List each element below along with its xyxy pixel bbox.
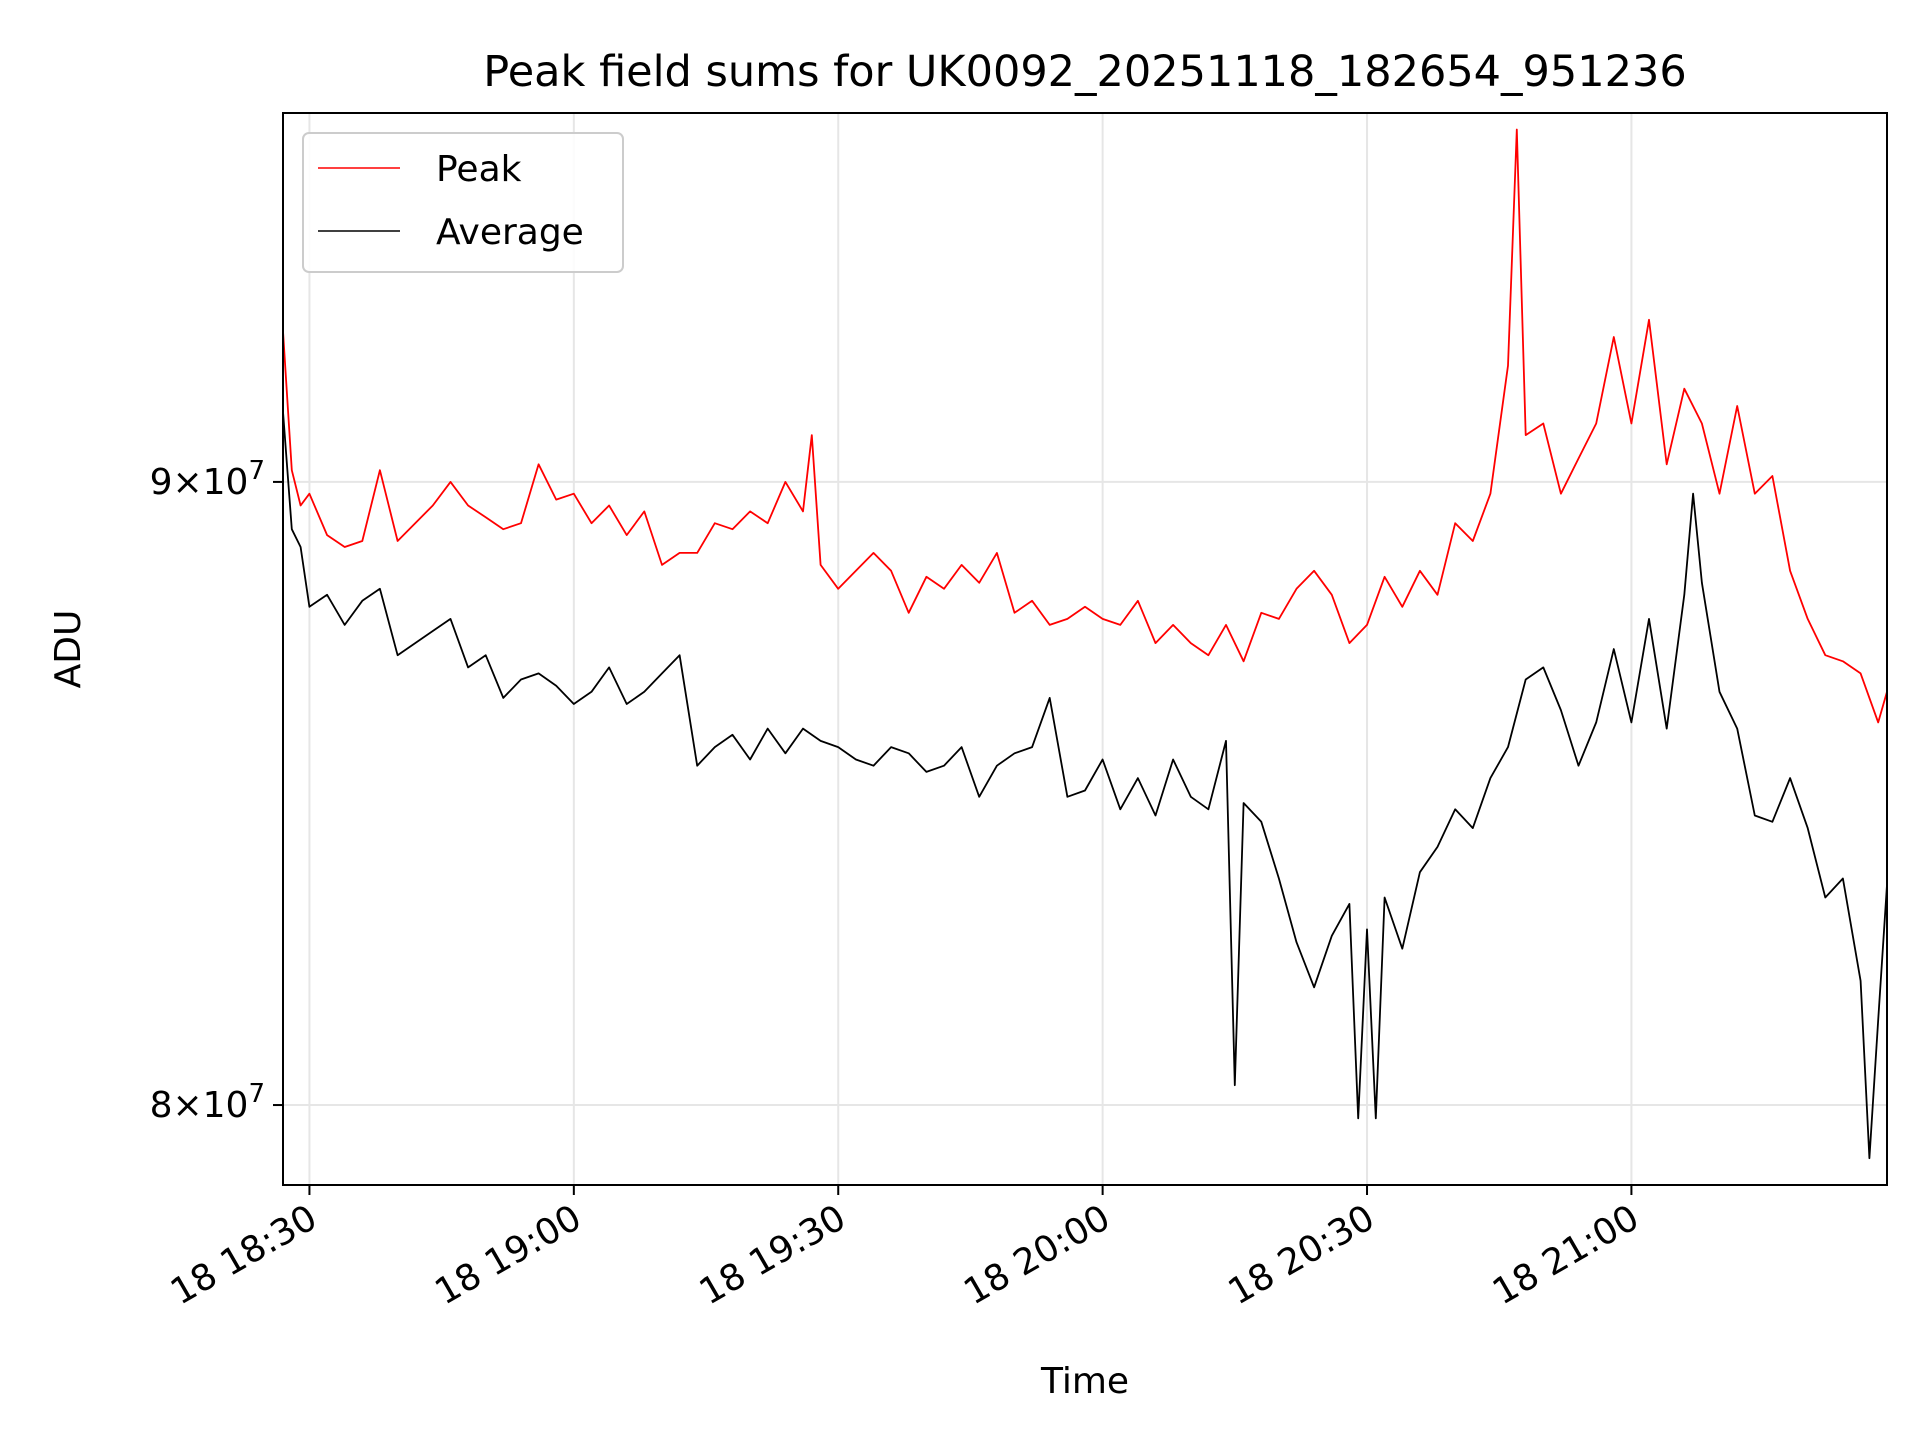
series-line-peak — [282, 128, 1888, 724]
plot-frame — [282, 112, 1888, 1186]
y-axis-label: ADU — [48, 610, 89, 689]
y-tick-label: 8×107 — [150, 1079, 265, 1126]
legend-label-average: Average — [436, 212, 584, 253]
legend: Peak Average — [302, 132, 624, 273]
legend-label-peak: Peak — [436, 149, 522, 190]
chart-title: Peak field sums for UK0092_20251118_1826… — [483, 47, 1686, 97]
x-axis-label: Time — [1040, 1361, 1129, 1402]
y-tick-label: 9×107 — [150, 456, 265, 503]
series-line-average — [282, 411, 1888, 1160]
grid — [283, 113, 1887, 1185]
series-layer — [282, 128, 1888, 1160]
y-axis: 8×107 9×107 — [150, 456, 283, 1126]
